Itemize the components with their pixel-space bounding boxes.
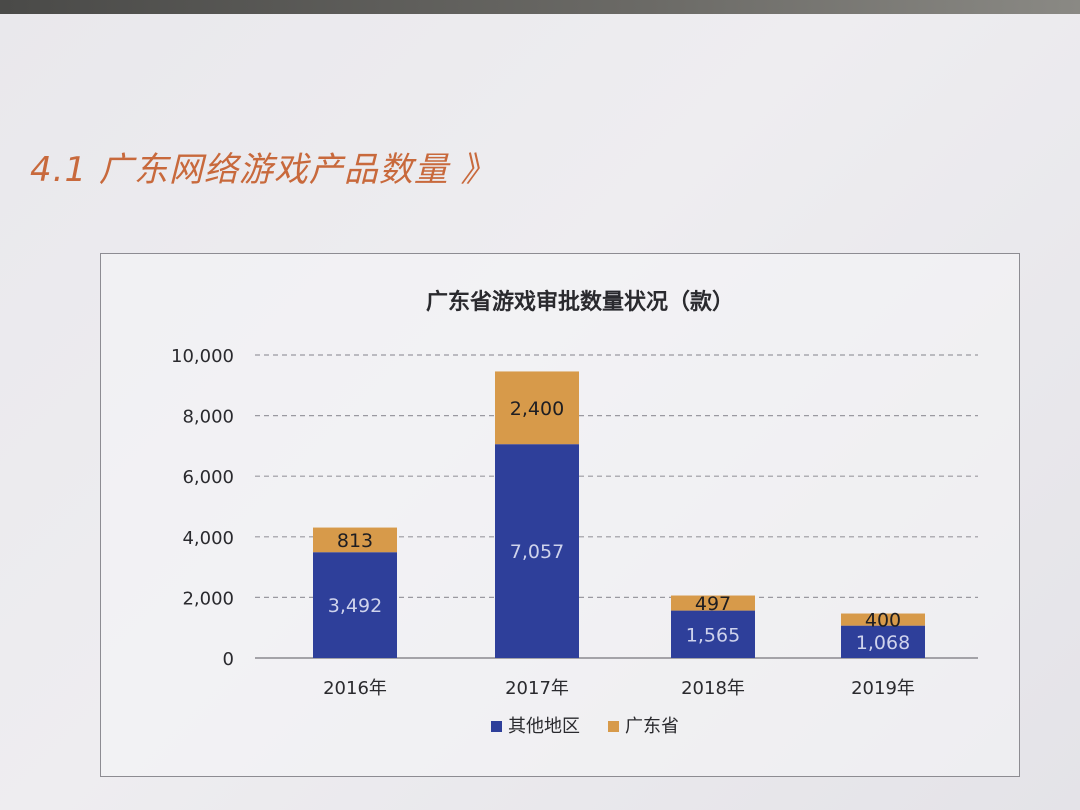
- x-tick-label: 2018年: [681, 678, 745, 699]
- bar-guangdong: [495, 371, 579, 445]
- bar-guangdong: [313, 527, 397, 553]
- x-tick-label: 2016年: [323, 678, 387, 699]
- y-tick-label: 10,000: [171, 346, 234, 367]
- legend-swatch-other-regions: [491, 721, 502, 732]
- bar-label-other-regions: 7,057: [510, 541, 564, 563]
- bar-guangdong: [671, 595, 755, 611]
- bar-guangdong: [841, 613, 925, 626]
- chart-title: 广东省游戏审批数量状况（款）: [425, 290, 734, 315]
- bar-other-regions: [313, 552, 397, 658]
- x-tick-label: 2019年: [851, 678, 915, 699]
- x-tick-label: 2017年: [505, 678, 569, 699]
- bar-other-regions: [495, 444, 579, 658]
- bar-label-guangdong: 2,400: [510, 398, 564, 420]
- bar-label-guangdong: 813: [337, 530, 373, 552]
- bar-label-other-regions: 1,068: [856, 632, 910, 654]
- bar-label-other-regions: 1,565: [686, 624, 740, 646]
- legend-label-guangdong: 广东省: [625, 716, 679, 737]
- y-tick-label: 2,000: [182, 588, 234, 609]
- bar-other-regions: [841, 625, 925, 658]
- bar-label-guangdong: 497: [695, 593, 731, 615]
- bar-other-regions: [671, 610, 755, 658]
- bar-label-other-regions: 3,492: [328, 595, 382, 617]
- section-title: 4.1 广东网络游戏产品数量 》: [30, 150, 496, 190]
- top-edge-strip: [0, 0, 1080, 14]
- y-tick-label: 8,000: [182, 407, 234, 428]
- legend-label-other-regions: 其他地区: [508, 716, 580, 737]
- y-tick-label: 4,000: [182, 528, 234, 549]
- legend-swatch-guangdong: [608, 721, 619, 732]
- bar-label-guangdong: 400: [865, 610, 901, 632]
- y-tick-label: 0: [223, 649, 234, 670]
- y-tick-label: 6,000: [182, 467, 234, 488]
